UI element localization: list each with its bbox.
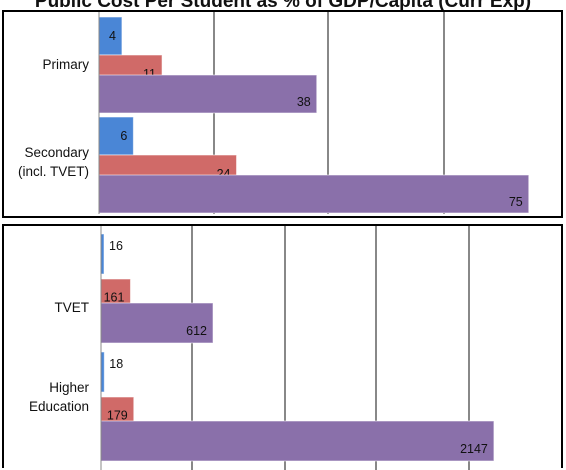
bar-group: 6 (98, 116, 134, 156)
data-label: 75 (509, 195, 523, 209)
chart-panel-2: 16 161 612 18 179 2147 TVET Higher Education (2, 224, 563, 470)
bar-group: 16 (100, 233, 123, 275)
data-label: 179 (107, 409, 128, 423)
bar-group: 18 (100, 351, 123, 393)
category-label-line: Higher (49, 380, 89, 395)
data-label: 612 (186, 324, 207, 338)
category-label-line: TVET (54, 300, 89, 315)
bar-group: 38 (98, 74, 318, 114)
category-label-line: (incl. TVET) (17, 164, 89, 179)
bar-group: 4 (98, 16, 123, 56)
data-label: 2147 (460, 442, 488, 456)
bar (100, 302, 214, 344)
bar (100, 420, 495, 462)
data-label: 16 (109, 239, 123, 253)
category-label-primary: Primary (43, 55, 90, 74)
bar-group: 75 (98, 174, 530, 214)
data-label: 6 (120, 129, 127, 143)
bar-group: 612 (100, 302, 214, 344)
bar-group: 2147 (100, 420, 495, 462)
data-label: 38 (297, 95, 311, 109)
category-label-line: Primary (42, 57, 90, 72)
chart-2-plot: 16 161 612 18 179 2147 (100, 226, 495, 470)
category-label-line: Education (28, 399, 89, 414)
bar (98, 174, 530, 214)
bar (98, 74, 318, 114)
category-label-line: Secondary (24, 145, 89, 160)
chart-panel-1: 4 11 38 6 24 75 Primary Secondary (incl. TVET… (2, 10, 563, 218)
data-label: 4 (109, 29, 116, 43)
chart-title: Public Cost Per Student as % of GDP/Capi… (34, 0, 532, 11)
data-label: 18 (109, 357, 123, 371)
category-label-higher-education: Higher Education (29, 378, 89, 416)
bar (98, 116, 134, 156)
data-label: 161 (104, 291, 125, 305)
category-label-secondary: Secondary (incl. TVET) (18, 143, 89, 181)
category-label-tvet: TVET (54, 298, 89, 317)
